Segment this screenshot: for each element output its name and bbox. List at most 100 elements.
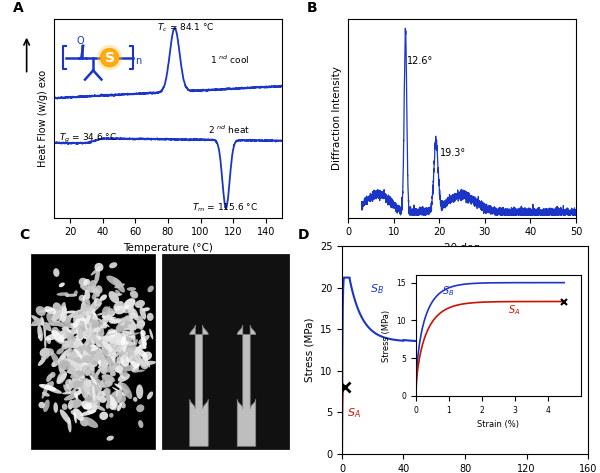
Ellipse shape	[138, 335, 149, 344]
Ellipse shape	[88, 359, 95, 367]
Ellipse shape	[86, 326, 101, 336]
Ellipse shape	[122, 330, 135, 339]
Ellipse shape	[90, 308, 97, 317]
Ellipse shape	[111, 332, 121, 344]
Ellipse shape	[118, 321, 132, 331]
Ellipse shape	[98, 360, 106, 368]
Ellipse shape	[56, 372, 67, 384]
Y-axis label: Diffraction Intensity: Diffraction Intensity	[332, 66, 343, 170]
Ellipse shape	[119, 343, 127, 357]
Ellipse shape	[82, 359, 89, 367]
Ellipse shape	[122, 352, 128, 360]
Ellipse shape	[62, 326, 69, 331]
Ellipse shape	[117, 394, 126, 404]
Ellipse shape	[66, 294, 77, 297]
Ellipse shape	[138, 420, 143, 428]
Ellipse shape	[87, 338, 97, 346]
Ellipse shape	[83, 345, 95, 359]
Ellipse shape	[73, 314, 82, 328]
Ellipse shape	[72, 355, 89, 363]
Ellipse shape	[38, 357, 46, 366]
Ellipse shape	[128, 346, 141, 359]
Ellipse shape	[70, 363, 85, 372]
Ellipse shape	[62, 316, 71, 324]
Ellipse shape	[129, 345, 137, 356]
Ellipse shape	[65, 348, 71, 357]
Ellipse shape	[85, 369, 91, 376]
Ellipse shape	[46, 374, 53, 382]
Ellipse shape	[58, 349, 68, 363]
Ellipse shape	[64, 315, 71, 322]
Ellipse shape	[137, 315, 144, 330]
Ellipse shape	[38, 308, 56, 313]
Ellipse shape	[91, 351, 101, 361]
Ellipse shape	[38, 334, 41, 339]
Ellipse shape	[129, 349, 134, 357]
Ellipse shape	[76, 354, 83, 365]
Ellipse shape	[119, 333, 128, 348]
Ellipse shape	[103, 388, 111, 396]
Ellipse shape	[106, 394, 116, 406]
Ellipse shape	[65, 331, 74, 347]
Ellipse shape	[121, 336, 126, 345]
Ellipse shape	[107, 351, 114, 356]
Ellipse shape	[68, 349, 81, 363]
Ellipse shape	[92, 350, 103, 360]
Ellipse shape	[102, 307, 110, 316]
Ellipse shape	[115, 384, 130, 393]
Ellipse shape	[67, 359, 82, 367]
Ellipse shape	[82, 327, 99, 333]
Ellipse shape	[79, 330, 85, 336]
Ellipse shape	[109, 359, 115, 364]
Ellipse shape	[90, 331, 100, 338]
Ellipse shape	[78, 320, 87, 331]
Ellipse shape	[68, 322, 82, 328]
Ellipse shape	[85, 343, 88, 355]
Text: C: C	[19, 228, 29, 242]
Ellipse shape	[92, 294, 97, 300]
Ellipse shape	[124, 336, 132, 341]
Bar	[162, 254, 289, 449]
Ellipse shape	[107, 330, 118, 337]
Ellipse shape	[109, 329, 116, 337]
Ellipse shape	[104, 377, 113, 383]
Ellipse shape	[89, 345, 97, 354]
Ellipse shape	[53, 268, 59, 277]
Ellipse shape	[55, 329, 67, 338]
Ellipse shape	[100, 295, 107, 301]
Ellipse shape	[110, 372, 116, 377]
Ellipse shape	[73, 317, 85, 330]
Ellipse shape	[41, 382, 49, 399]
Ellipse shape	[121, 355, 130, 367]
Ellipse shape	[106, 391, 110, 405]
Ellipse shape	[64, 310, 76, 314]
Ellipse shape	[74, 348, 85, 361]
Ellipse shape	[89, 313, 93, 323]
Ellipse shape	[111, 363, 116, 371]
Ellipse shape	[116, 356, 125, 365]
Ellipse shape	[95, 351, 102, 359]
Ellipse shape	[142, 351, 148, 369]
Ellipse shape	[89, 303, 102, 314]
Ellipse shape	[143, 351, 152, 360]
Ellipse shape	[89, 311, 98, 325]
Ellipse shape	[108, 318, 125, 323]
Ellipse shape	[110, 354, 119, 357]
Ellipse shape	[67, 391, 80, 394]
Ellipse shape	[122, 371, 128, 377]
Ellipse shape	[86, 359, 92, 366]
Ellipse shape	[89, 298, 98, 311]
Ellipse shape	[87, 358, 98, 367]
Ellipse shape	[74, 290, 78, 296]
Ellipse shape	[44, 325, 46, 339]
Ellipse shape	[107, 306, 110, 312]
Ellipse shape	[44, 333, 61, 341]
Ellipse shape	[90, 381, 98, 398]
Ellipse shape	[101, 345, 113, 356]
Ellipse shape	[39, 384, 56, 391]
Ellipse shape	[71, 381, 83, 389]
Ellipse shape	[98, 342, 104, 347]
Y-axis label: Heat Flow (w/g) exo: Heat Flow (w/g) exo	[38, 70, 49, 167]
Ellipse shape	[109, 262, 118, 268]
Ellipse shape	[89, 331, 98, 334]
